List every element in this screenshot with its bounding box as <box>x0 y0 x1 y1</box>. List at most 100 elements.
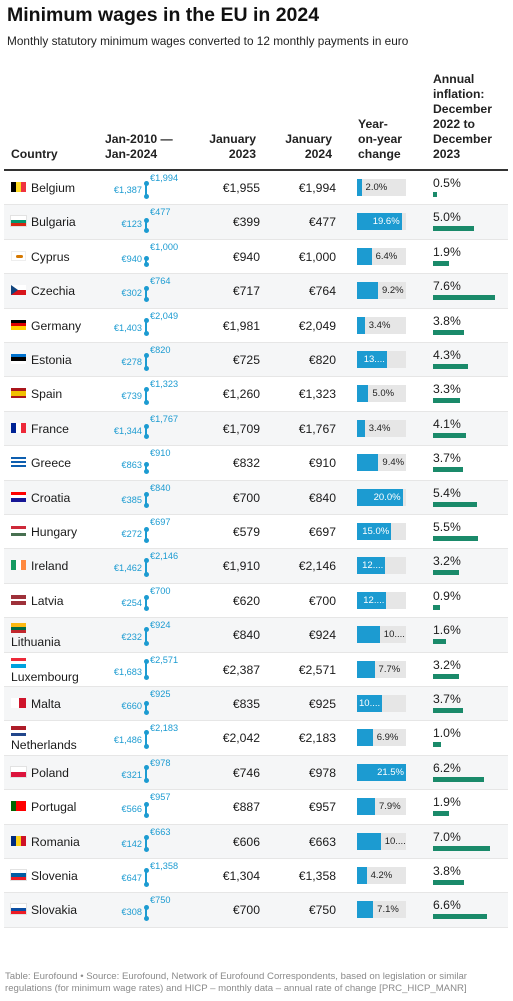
range-dot-2024 <box>143 867 149 873</box>
range-low-label: €272 <box>121 529 142 539</box>
flag-icon <box>11 526 26 536</box>
wage-jan-2024: €697 <box>308 525 336 539</box>
table-row: Hungary €272 €697 €579 €697 15.0% 5.5% <box>4 515 508 550</box>
table-row: Czechia €302 €764 €717 €764 9.2% 7.6% <box>4 274 508 309</box>
range-dot-2010 <box>143 640 149 646</box>
range-dot-2024 <box>143 492 149 498</box>
range-stem <box>145 837 147 850</box>
range-low-label: €1,403 <box>113 322 142 333</box>
yoy-value: 19.6% <box>372 216 400 228</box>
inflation-value: 1.0% <box>433 726 461 741</box>
yoy-value: 3.4% <box>368 319 391 331</box>
yoy-bar <box>357 798 375 816</box>
range-low-label: €940 <box>121 253 142 264</box>
inflation-value: 6.2% <box>433 760 461 775</box>
table-row: Romania €142 €663 €606 €663 10.... 7.0% <box>4 824 508 859</box>
table-row: Ireland €1,462 €2,146 €1,910 €2,146 12.... 3.2… <box>4 549 508 584</box>
range-low-label: €1,387 <box>113 185 142 195</box>
yoy-value: 7.1% <box>377 904 399 916</box>
range-high-label: €925 <box>150 689 171 699</box>
header-range: Jan-2010 — Jan-2024 <box>105 132 173 162</box>
yoy-bar <box>357 316 365 334</box>
flag-icon <box>11 594 26 605</box>
range-dot-2024 <box>143 526 149 532</box>
country-name: Bulgaria <box>31 215 76 230</box>
range-high-label: €477 <box>150 207 171 218</box>
range-stem <box>145 661 147 678</box>
wage-jan-2024: €910 <box>308 456 336 471</box>
inflation-bar <box>433 260 449 266</box>
range-dot-2024 <box>143 904 149 910</box>
table-row: Croatia €385 €840 €700 €840 20.0% 5.4% <box>4 480 508 515</box>
range-high-label: €700 <box>150 585 171 596</box>
range-high-label: €840 <box>150 482 171 493</box>
header-inflation-line5: December <box>433 132 492 146</box>
wage-jan-2024: €2,049 <box>298 318 336 333</box>
inflation-bar <box>433 914 487 920</box>
range-dot-2010 <box>143 915 149 921</box>
range-dot-2010 <box>143 193 149 199</box>
wage-jan-2023: €717 <box>232 284 260 299</box>
flag-icon <box>11 801 26 812</box>
table-row: Luxembourg €1,683 €2,571 €2,387 €2,571 7.7% 3.… <box>4 653 508 687</box>
range-dot-2024 <box>143 558 149 564</box>
wage-jan-2024: €924 <box>308 628 336 643</box>
wage-jan-2023: €835 <box>232 697 260 711</box>
flag-icon <box>11 623 26 634</box>
range-low-label: €254 <box>121 597 142 608</box>
range-dot-2024 <box>143 387 149 393</box>
wage-jan-2023: €620 <box>232 593 260 608</box>
wage-range-plot: €321 €978 <box>108 756 198 790</box>
header-jan2024-line1: January <box>285 132 332 146</box>
range-dot-2024 <box>143 626 149 632</box>
inflation-value: 7.6% <box>433 279 461 294</box>
inflation-value: 5.5% <box>433 520 461 534</box>
wage-range-plot: €1,683 €2,571 <box>108 653 198 687</box>
wage-range-plot: €566 €957 <box>108 790 198 824</box>
wage-range-plot: €660 €925 <box>108 687 198 721</box>
wage-range-plot: €940 €1,000 <box>108 240 198 274</box>
inflation-value: 3.8% <box>433 313 461 328</box>
range-low-label: €321 <box>121 769 142 780</box>
wage-jan-2024: €925 <box>308 697 336 711</box>
inflation-bar <box>433 295 495 301</box>
header-inflation-line1: Annual <box>433 72 475 86</box>
range-dot-2024 <box>143 423 149 429</box>
table-row: Germany €1,403 €2,049 €1,981 €2,049 3.4% 3.8% <box>4 309 508 343</box>
range-high-label: €910 <box>150 448 171 459</box>
range-stem <box>145 907 147 919</box>
inflation-bar <box>433 811 449 817</box>
range-stem <box>145 494 147 506</box>
wage-range-plot: €647 €1,358 <box>108 859 198 893</box>
wage-jan-2024: €663 <box>308 834 336 849</box>
wage-jan-2023: €606 <box>232 834 260 849</box>
yoy-bar <box>357 763 406 781</box>
wage-jan-2023: €1,910 <box>222 559 260 574</box>
flag-icon <box>11 319 26 330</box>
yoy-value: 7.7% <box>378 663 401 675</box>
range-high-label: €1,323 <box>150 379 179 390</box>
wage-range-plot: €123 €477 <box>108 205 198 239</box>
flag-icon <box>11 657 26 668</box>
table-row: Lithuania €232 €924 €840 €924 10.... 1.6% <box>4 618 508 653</box>
inflation-bar <box>433 880 464 885</box>
range-stem <box>145 288 147 300</box>
wage-jan-2024: €2,146 <box>298 559 336 574</box>
flag-icon <box>11 835 26 846</box>
range-dot-2024 <box>143 217 149 223</box>
yoy-bar <box>357 385 369 403</box>
range-dot-2024 <box>143 730 149 736</box>
range-low-label: €1,486 <box>113 735 142 746</box>
wage-range-plot: €863 €910 <box>108 446 198 480</box>
header-inflation-line6: 2023 <box>433 147 461 161</box>
wage-jan-2023: €887 <box>232 800 260 815</box>
inflation-bar <box>433 364 469 369</box>
range-dot-2024 <box>143 462 149 468</box>
range-high-label: €1,358 <box>150 861 179 871</box>
header-jan2023-line1: January <box>209 132 256 146</box>
range-high-label: €2,183 <box>150 723 179 734</box>
yoy-value: 13.... <box>363 354 385 365</box>
range-high-label: €663 <box>150 826 171 837</box>
range-low-label: €647 <box>121 873 142 883</box>
flag-icon <box>10 215 27 228</box>
